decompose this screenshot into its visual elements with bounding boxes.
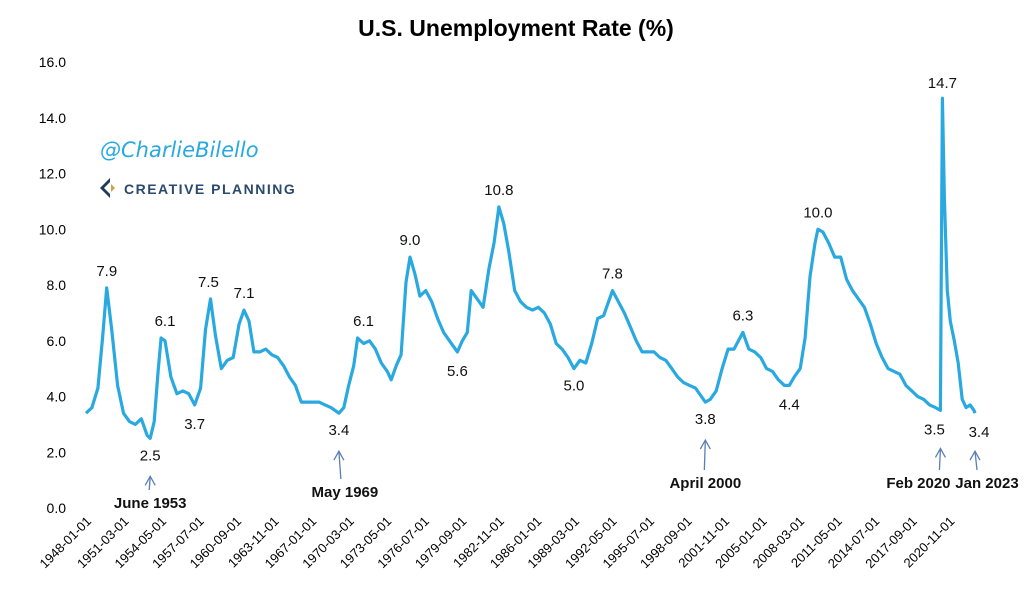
y-tick-label: 14.0: [39, 110, 66, 126]
chart-title: U.S. Unemployment Rate (%): [358, 15, 674, 41]
data-label: 10.0: [803, 204, 832, 221]
data-label: 3.7: [184, 416, 205, 433]
author-handle: @CharlieBilello: [100, 138, 259, 162]
annotation-arrow: [703, 440, 706, 471]
data-label: 10.8: [484, 182, 513, 199]
data-label: 7.8: [602, 266, 623, 283]
annotation-arrow-head: [144, 474, 156, 486]
y-tick-label: 2.0: [47, 444, 67, 460]
y-tick-label: 4.0: [47, 389, 67, 405]
annotation-label: Feb 2020: [886, 475, 950, 492]
creative-planning-logo: CREATIVE PLANNING: [100, 178, 296, 198]
data-label: 5.6: [447, 363, 468, 380]
annotation-arrow-head: [699, 438, 711, 450]
annotation-label: Jan 2023: [955, 475, 1018, 492]
annotation-arrow: [938, 448, 942, 471]
y-tick-label: 8.0: [47, 277, 67, 293]
annotation-label: April 2000: [669, 475, 741, 492]
data-label: 9.0: [400, 232, 421, 249]
annotation-arrow-head: [333, 449, 345, 461]
data-label: 6.1: [155, 313, 176, 330]
data-label: 4.4: [779, 396, 800, 413]
plot-area: 0.02.04.06.08.010.012.014.016.01948-01-0…: [36, 54, 1018, 571]
brand-name: CREATIVE PLANNING: [124, 181, 296, 197]
data-label: 3.5: [924, 421, 945, 438]
annotation-label: May 1969: [312, 484, 379, 501]
brand-logo-icon: [100, 178, 115, 198]
data-label: 7.9: [96, 263, 117, 280]
y-tick-label: 16.0: [39, 54, 66, 70]
y-tick-label: 6.0: [47, 333, 67, 349]
data-label: 7.1: [234, 285, 255, 302]
annotation-arrow: [148, 476, 151, 491]
y-tick-label: 12.0: [39, 166, 66, 182]
data-label: 2.5: [140, 447, 161, 464]
annotation-arrow-head: [969, 449, 981, 461]
annotation-arrow-head: [934, 447, 946, 458]
data-label: 3.4: [969, 424, 990, 441]
data-label: 7.5: [198, 274, 219, 291]
data-label: 3.8: [695, 411, 716, 428]
data-label: 6.1: [353, 313, 374, 330]
annotation-arrow: [338, 451, 342, 480]
data-label: 6.3: [732, 307, 753, 324]
annotation-label: June 1953: [114, 495, 187, 512]
y-tick-label: 0.0: [47, 500, 67, 516]
data-label: 5.0: [564, 378, 585, 395]
series-line: [84, 96, 977, 440]
data-label: 3.4: [328, 422, 349, 439]
data-label: 14.7: [928, 75, 957, 92]
y-tick-label: 10.0: [39, 221, 66, 237]
annotation-arrow: [974, 451, 978, 471]
